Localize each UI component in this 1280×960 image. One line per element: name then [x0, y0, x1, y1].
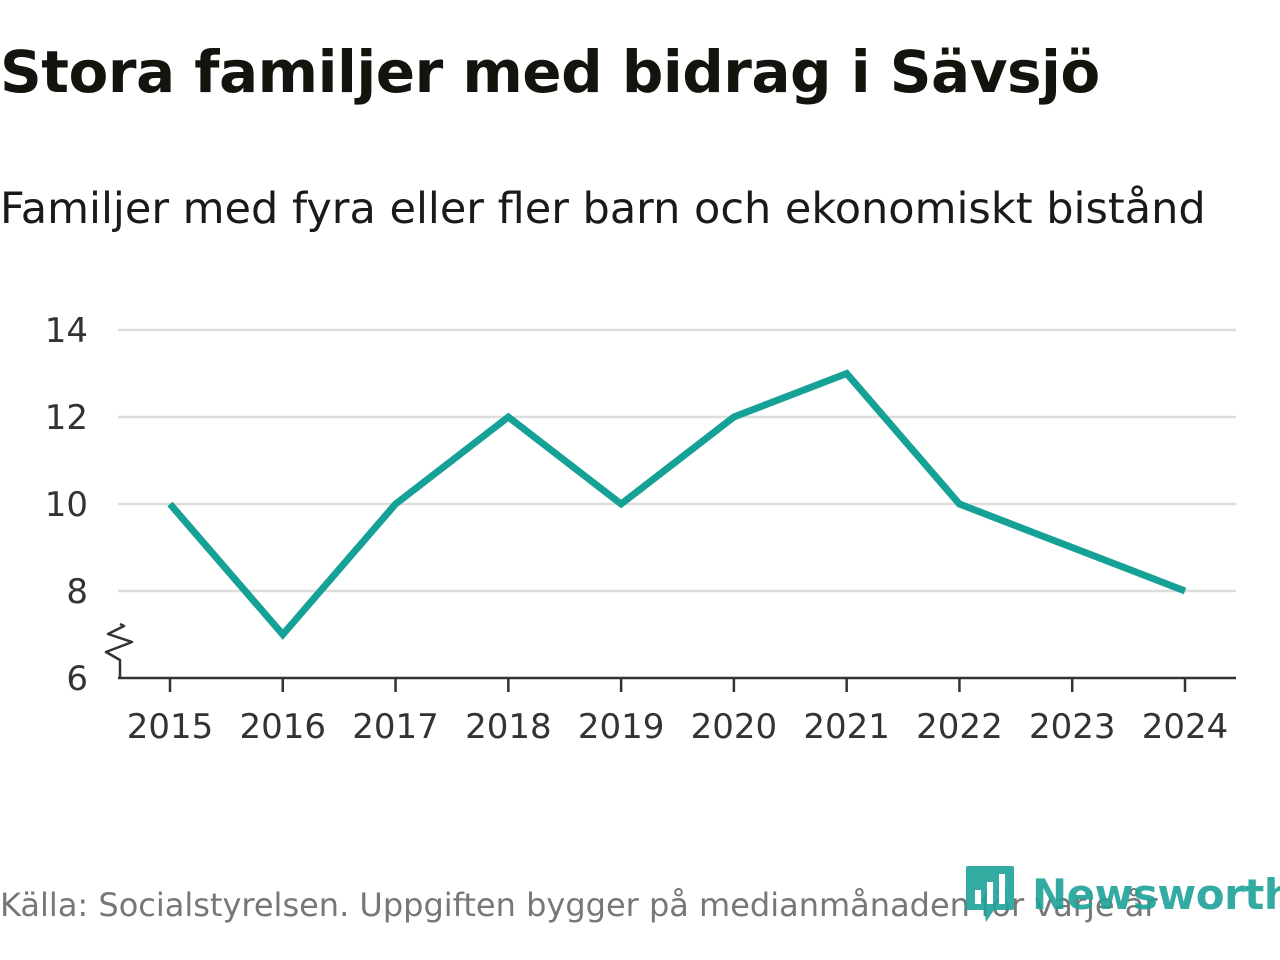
y-tick-label-12: 12 [45, 398, 88, 438]
x-axis [104, 622, 1236, 680]
series [167, 369, 1187, 640]
y-axis-ticks: 6 8 10 12 14 [45, 311, 88, 699]
chart-title: Stora familjer med bidrag i Sävsjö [0, 38, 1100, 106]
x-tick-label-2016: 2016 [240, 707, 327, 747]
x-tick-label-2021: 2021 [803, 707, 890, 747]
y-tick-label-8: 8 [66, 572, 88, 612]
x-axis-ticks: 2015 2016 2017 2018 2019 2020 2021 2022 2023 2024 [127, 678, 1229, 747]
y-tick-label-6: 6 [66, 659, 88, 699]
y-tick-label-10: 10 [45, 485, 88, 525]
x-tick-label-2018: 2018 [465, 707, 552, 747]
x-tick-label-2020: 2020 [691, 707, 778, 747]
series-line-0 [167, 369, 1187, 640]
newsworthy-logo: Newsworthy [964, 864, 1280, 924]
x-tick-label-2024: 2024 [1142, 707, 1229, 747]
axis-break-icon [104, 622, 134, 678]
brand-name: Newsworthy [1032, 869, 1280, 919]
x-tick-label-2022: 2022 [916, 707, 1003, 747]
gridlines [118, 328, 1236, 593]
x-tick-label-2015: 2015 [127, 707, 214, 747]
x-tick-label-2017: 2017 [352, 707, 439, 747]
newsworthy-logo-icon [966, 866, 1014, 922]
x-tick-label-2023: 2023 [1029, 707, 1116, 747]
chart-subtitle: Familjer med fyra eller fler barn och ek… [0, 184, 1206, 234]
source-note: Källa: Socialstyrelsen. Uppgiften bygger… [0, 886, 1158, 924]
x-tick-label-2019: 2019 [578, 707, 665, 747]
y-tick-label-14: 14 [45, 311, 88, 351]
